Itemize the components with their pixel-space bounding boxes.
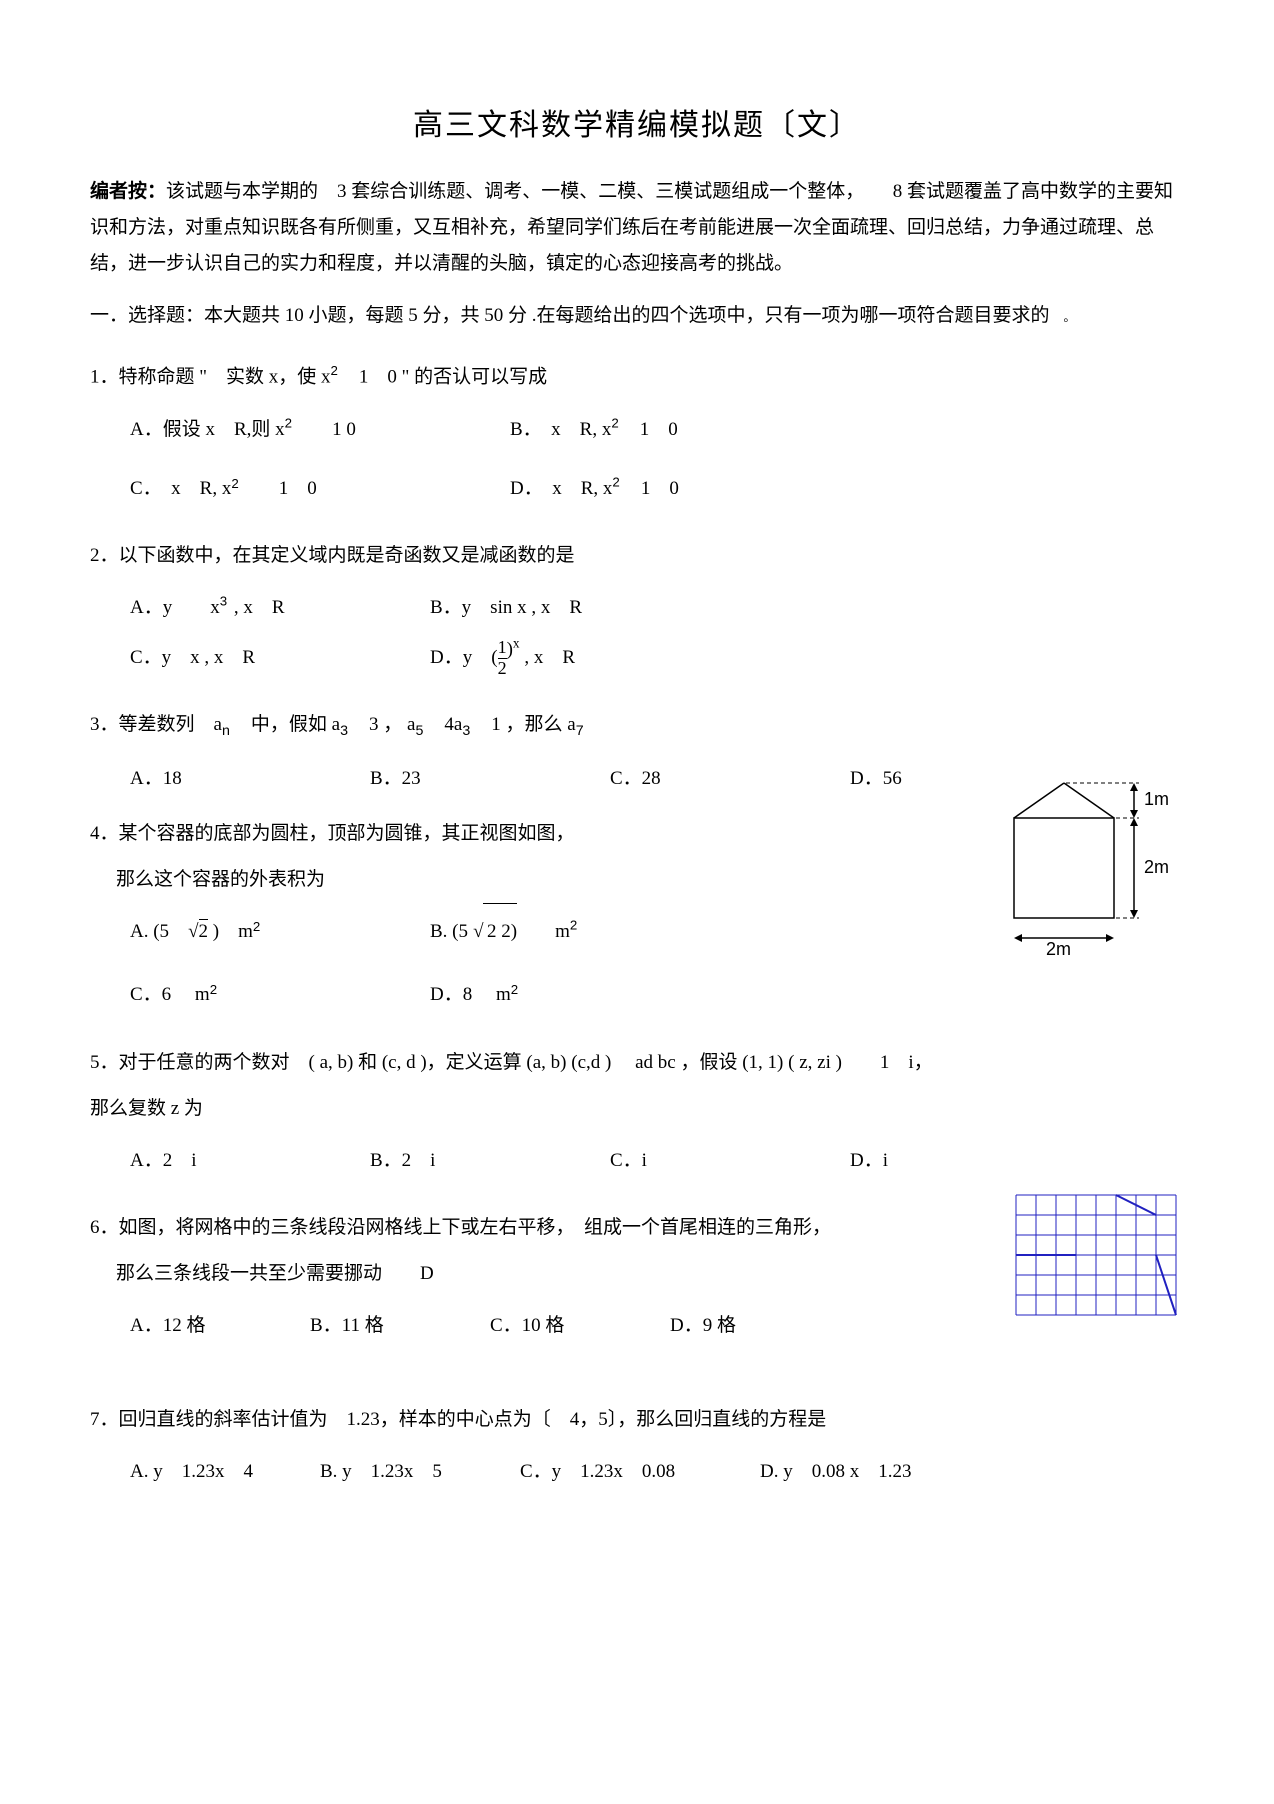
page-title: 高三文科数学精编模拟题〔文〕 (90, 100, 1184, 144)
option-2C: C．y x , x R (130, 633, 430, 682)
preface-text: 该试题与本学期的 3 套综合训练题、调考、一模、二模、三模试题组成一个整体， 8… (90, 181, 1173, 274)
label-1m: 1m (1144, 789, 1169, 809)
question-6-wrap: 6．如图，将网格中的三条线段沿网格线上下或左右平移， 组成一个首尾相连的三角形，… (90, 1185, 1184, 1350)
question-1: 1．特称命题 " 实数 x，使 x2 1 0 " 的否认可以写成 (90, 358, 1184, 396)
option-4A: A. (5 2 ) m2 (130, 907, 430, 956)
question-3: 3．等差数列 an 中，假如 a3 3 ， a5 4a3 1 ，那么 a7 (90, 706, 1184, 745)
option-4D: D．8 m2 (430, 970, 520, 1019)
option-1D: D． x R, x2 1 0 (510, 464, 679, 513)
option-4B: B. (5 2 2)√ m2 (430, 907, 579, 956)
option-3C: C．28 (610, 754, 850, 803)
option-2A: A．y x3 , x R (130, 583, 430, 632)
option-7A: A. y 1.23x 4 (130, 1447, 320, 1496)
option-7B: B. y 1.23x 5 (320, 1447, 520, 1496)
page: 高三文科数学精编模拟题〔文〕 编者按：该试题与本学期的 3 套综合训练题、调考、… (0, 0, 1274, 1804)
preface: 编者按：该试题与本学期的 3 套综合训练题、调考、一模、二模、三模试题组成一个整… (90, 174, 1184, 282)
label-2m-h: 2m (1144, 857, 1169, 877)
option-5B: B．2 i (370, 1136, 610, 1185)
container-figure: 1m 2m 2m (1004, 773, 1184, 978)
question-5: 5．对于任意的两个数对 ( a, b) 和 (c, d )，定义运算 (a, b… (90, 1044, 1184, 1082)
question-7-options: A. y 1.23x 4 B. y 1.23x 5 C．y 1.23x 0.08… (90, 1447, 1184, 1496)
option-4C: C．6 m2 (130, 970, 430, 1019)
option-1C: C． x R, x2 1 0 (130, 464, 510, 513)
option-3D: D．56 (850, 754, 902, 803)
grid-figure (1014, 1193, 1184, 1328)
dot-icon: 。 (1064, 310, 1076, 324)
question-4-options: A. (5 2 ) m2 B. (5 2 2)√ m2 C．6 m2 D．8 m… (90, 907, 984, 1020)
option-6B: B．11 格 (310, 1301, 490, 1350)
option-7D: D. y 0.08 x 1.23 (760, 1447, 911, 1496)
preface-label: 编者按： (90, 181, 166, 202)
option-2B: B．y sin x , x R (430, 583, 582, 632)
option-6D: D．9 格 (670, 1301, 736, 1350)
question-6-line2: 那么三条线段一共至少需要挪动 D (90, 1255, 984, 1293)
option-5A: A．2 i (130, 1136, 370, 1185)
option-3B: B．23 (370, 754, 610, 803)
section-heading: 一．选择题：本大题共 10 小题，每题 5 分，共 50 分 .在每题给出的四个… (90, 298, 1184, 334)
option-2D: D．y (12)x , x R (430, 633, 575, 682)
question-7: 7．回归直线的斜率估计值为 1.23，样本的中心点为〔 4，5〕，那么回归直线的… (90, 1401, 1184, 1439)
option-5D: D．i (850, 1136, 888, 1185)
option-7C: C．y 1.23x 0.08 (520, 1447, 760, 1496)
question-6-options: A．12 格 B．11 格 C．10 格 D．9 格 (90, 1301, 984, 1350)
option-1A: A．假设 x R,则 x2 1 0 (130, 405, 510, 454)
option-1B: B． x R, x2 1 0 (510, 405, 678, 454)
question-4-wrap: 4．某个容器的底部为圆柱，顶部为圆锥，其正视图如图， 那么这个容器的外表积为 A… (90, 803, 1184, 1020)
question-2-options: A．y x3 , x R B．y sin x , x R C．y x , x R… (90, 583, 1184, 682)
option-6A: A．12 格 (130, 1301, 310, 1350)
question-4-line2: 那么这个容器的外表积为 (90, 861, 984, 899)
question-5-options: A．2 i B．2 i C．i D．i (90, 1136, 1184, 1185)
option-6C: C．10 格 (490, 1301, 670, 1350)
label-2m-w: 2m (1046, 939, 1071, 959)
question-4: 4．某个容器的底部为圆柱，顶部为圆锥，其正视图如图， (90, 815, 984, 853)
option-5C: C．i (610, 1136, 850, 1185)
question-6: 6．如图，将网格中的三条线段沿网格线上下或左右平移， 组成一个首尾相连的三角形， (90, 1209, 984, 1247)
option-3A: A．18 (130, 754, 370, 803)
question-2: 2．以下函数中，在其定义域内既是奇函数又是减函数的是 (90, 537, 1184, 575)
question-1-options: A．假设 x R,则 x2 1 0 B． x R, x2 1 0 C． x R,… (90, 405, 1184, 514)
question-5-line2: 那么复数 z 为 (90, 1090, 1184, 1128)
